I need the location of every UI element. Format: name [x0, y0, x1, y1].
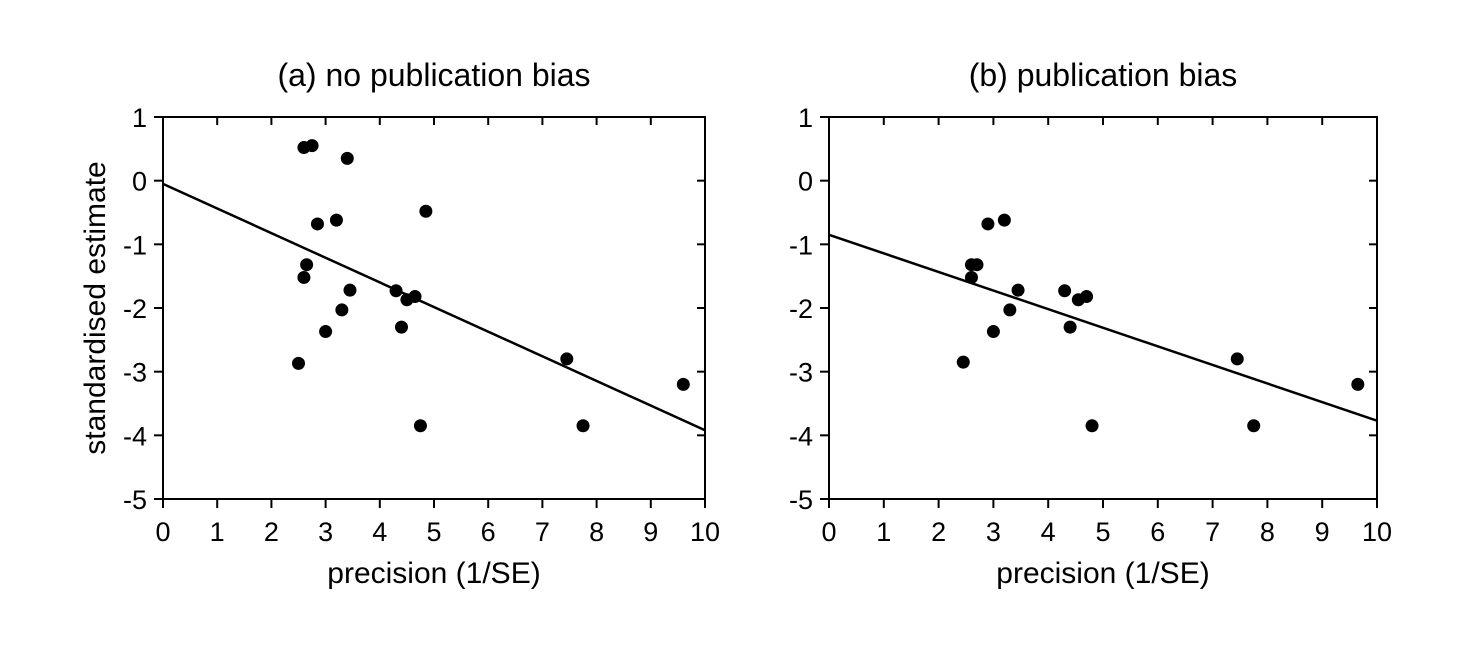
data-point — [956, 355, 970, 369]
y-tick-label: 0 — [798, 167, 813, 197]
x-tick-label: 7 — [1205, 517, 1220, 547]
data-point — [1063, 320, 1077, 334]
y-tick-label: -5 — [123, 485, 147, 515]
x-tick-label: 1 — [210, 517, 225, 547]
fit-line — [829, 233, 1377, 422]
data-point — [335, 303, 349, 317]
data-point — [413, 419, 427, 433]
data-point — [1351, 377, 1365, 391]
y-tick-label: -4 — [789, 421, 813, 451]
x-tick-label: 5 — [1095, 517, 1110, 547]
x-tick-label: 6 — [1150, 517, 1165, 547]
data-point — [419, 204, 433, 218]
y-tick-label: 1 — [132, 103, 147, 133]
data-point — [997, 213, 1011, 227]
x-tick-label: 9 — [643, 517, 658, 547]
data-point — [340, 151, 354, 165]
x-tick-label: 6 — [481, 517, 496, 547]
data-point — [970, 258, 984, 272]
data-point — [1058, 284, 1072, 298]
x-tick-label: 4 — [1041, 517, 1056, 547]
x-tick-label: 10 — [690, 517, 720, 547]
y-axis-label: standardised estimate — [79, 161, 112, 455]
data-point — [319, 325, 333, 339]
y-tick-label: -3 — [123, 358, 147, 388]
x-tick-label: 2 — [931, 517, 946, 547]
data-point — [300, 258, 314, 272]
data-point — [343, 283, 357, 297]
data-point — [1230, 352, 1244, 366]
panel-a: 0 1 2 3 4 5 6 7 8 9 10 -5 -4 -3 -2 -1 0 1 (a) no publicati… — [79, 57, 720, 590]
data-point — [394, 320, 408, 334]
x-tick-label: 10 — [1362, 517, 1392, 547]
y-tick-label: 1 — [798, 103, 813, 133]
y-tick-label: -5 — [789, 485, 813, 515]
panel-b: 0 1 2 3 4 5 6 7 8 9 10 -5 -4 -3 -2 -1 0 1 (b) publication … — [789, 57, 1392, 590]
data-point — [986, 325, 1000, 339]
data-point — [408, 290, 422, 304]
x-tick-label: 8 — [1260, 517, 1275, 547]
data-point — [292, 356, 305, 370]
x-tick-label: 0 — [821, 517, 836, 547]
fit-line — [163, 182, 705, 432]
data-point — [964, 270, 978, 284]
plot-frame — [828, 116, 1378, 500]
data-point — [329, 213, 343, 227]
x-tick-label: 3 — [318, 517, 333, 547]
chart-title: (a) no publication bias — [277, 57, 590, 93]
data-point — [305, 139, 319, 153]
y-tick-label: -1 — [123, 230, 147, 260]
y-tick-label: -1 — [789, 230, 813, 260]
data-point — [560, 352, 574, 366]
data-point — [1011, 283, 1025, 297]
data-point — [297, 270, 311, 284]
y-tick-label: -2 — [123, 294, 147, 324]
data-point — [1080, 290, 1094, 304]
data-point — [676, 377, 690, 391]
x-tick-label: 7 — [535, 517, 550, 547]
x-axis-label: precision (1/SE) — [996, 557, 1209, 590]
data-point — [1247, 419, 1261, 433]
data-point — [1085, 419, 1099, 433]
data-point — [1003, 303, 1017, 317]
x-tick-label: 5 — [426, 517, 441, 547]
data-point — [981, 217, 995, 231]
x-axis-label: precision (1/SE) — [327, 557, 540, 590]
y-tick-label: 0 — [132, 167, 147, 197]
y-tick-label: -3 — [789, 358, 813, 388]
data-point — [576, 419, 590, 433]
data-point — [389, 284, 403, 298]
x-tick-label: 9 — [1315, 517, 1330, 547]
data-point — [310, 217, 324, 231]
x-tick-label: 2 — [264, 517, 279, 547]
y-tick-label: -2 — [789, 294, 813, 324]
x-tick-label: 1 — [876, 517, 891, 547]
x-tick-label: 4 — [372, 517, 387, 547]
chart-title: (b) publication bias — [969, 57, 1238, 93]
x-tick-label: 0 — [155, 517, 170, 547]
x-tick-label: 3 — [986, 517, 1001, 547]
x-tick-label: 8 — [589, 517, 604, 547]
y-tick-label: -4 — [123, 421, 147, 451]
